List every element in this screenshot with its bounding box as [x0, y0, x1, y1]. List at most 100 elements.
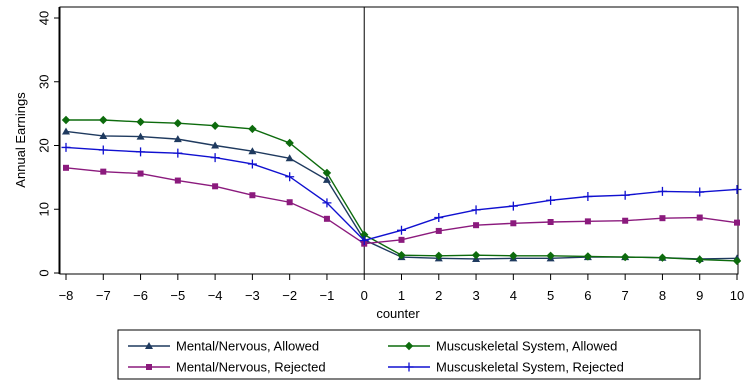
data-point — [63, 164, 69, 171]
legend-item-4: Muscuskeletal System, Rejected — [388, 360, 624, 375]
y-tick-label: 10 — [37, 202, 52, 216]
data-point — [620, 190, 630, 200]
data-point — [471, 250, 481, 260]
data-point — [695, 255, 704, 264]
data-point — [360, 230, 369, 239]
legend-label: Mental/Nervous, Allowed — [176, 339, 319, 354]
x-tick-label: 7 — [622, 288, 629, 303]
data-point — [136, 117, 145, 127]
x-tick-label: −7 — [96, 288, 111, 303]
data-point — [546, 251, 555, 260]
legend: Mental/Nervous, Allowed Muscuskeletal Sys… — [128, 339, 624, 375]
y-tick-label: 40 — [37, 11, 52, 25]
y-tick-label: 0 — [37, 269, 52, 276]
data-point — [212, 183, 219, 190]
data-point — [622, 217, 629, 224]
x-tick-label: 3 — [472, 288, 479, 303]
x-tick-label: 2 — [435, 288, 442, 303]
legend-label: Mental/Nervous, Rejected — [176, 360, 326, 375]
data-point — [61, 115, 71, 125]
x-tick-label: −4 — [208, 288, 223, 303]
data-point — [61, 142, 71, 152]
data-point — [249, 192, 256, 199]
plot-frame — [59, 6, 739, 275]
data-point — [658, 253, 667, 262]
data-point — [173, 148, 183, 158]
data-point — [99, 131, 108, 139]
data-point — [471, 205, 481, 215]
x-tick-label: 5 — [547, 288, 554, 303]
data-point — [285, 172, 295, 182]
data-point — [695, 187, 705, 197]
data-point — [397, 225, 406, 235]
data-point — [322, 175, 331, 183]
x-tick-label: 0 — [361, 288, 368, 303]
data-point — [398, 236, 405, 243]
data-point — [434, 251, 443, 260]
data-point — [248, 147, 257, 155]
data-point — [248, 124, 257, 134]
x-tick-label: −1 — [320, 288, 335, 303]
x-axis-title: counter — [376, 306, 420, 321]
data-point — [136, 132, 145, 140]
data-point — [696, 214, 703, 221]
legend-item-1: Mental/Nervous, Allowed — [128, 339, 319, 354]
legend-marker — [146, 364, 152, 370]
data-point — [397, 250, 406, 260]
data-point — [247, 159, 257, 169]
x-tick-label: 1 — [398, 288, 405, 303]
data-point — [210, 121, 220, 130]
data-point — [657, 186, 667, 196]
series-3 — [63, 164, 740, 247]
data-point — [62, 127, 70, 135]
data-point — [211, 141, 220, 149]
x-tick-label: −5 — [170, 288, 185, 303]
x-tick-label: 4 — [510, 288, 517, 303]
data-point — [434, 213, 444, 223]
data-point — [583, 252, 593, 261]
legend-marker — [404, 341, 414, 351]
y-axis-ticks: 0 10 20 30 40 — [37, 11, 59, 277]
data-point — [620, 252, 630, 262]
legend-item-3: Mental/Nervous, Rejected — [128, 360, 326, 375]
data-point — [547, 219, 554, 225]
series-4 — [61, 142, 742, 245]
data-point — [584, 218, 591, 225]
data-point — [100, 168, 107, 175]
data-point — [174, 177, 181, 184]
data-point — [136, 147, 146, 157]
x-tick-label: 9 — [696, 288, 703, 303]
series-layer — [61, 115, 742, 266]
data-point — [510, 220, 517, 227]
data-point — [359, 235, 369, 245]
x-tick-label: −6 — [133, 288, 148, 303]
data-point — [508, 201, 518, 211]
x-axis-ticks: −8 −7 −6 −5 −4 −3 −2 −1 0 1 2 3 4 5 6 7 8 9 10 — [59, 274, 744, 303]
legend-marker — [404, 362, 414, 372]
x-tick-label: −2 — [282, 288, 297, 303]
x-tick-label: 6 — [584, 288, 591, 303]
data-point — [659, 215, 666, 222]
data-point — [322, 168, 332, 178]
data-point — [546, 195, 556, 205]
y-axis-title: Annual Earnings — [13, 92, 28, 188]
data-point — [732, 184, 742, 194]
x-tick-label: −8 — [59, 288, 74, 303]
data-point — [473, 222, 480, 229]
legend-marker — [145, 342, 153, 349]
data-point — [286, 199, 293, 206]
x-tick-label: −3 — [245, 288, 260, 303]
x-tick-label: 8 — [659, 288, 666, 303]
legend-label: Muscuskeletal System, Rejected — [436, 360, 624, 375]
data-point — [173, 118, 183, 128]
legend-label: Muscuskeletal System, Allowed — [436, 339, 617, 354]
data-point — [210, 153, 220, 163]
data-point — [583, 192, 593, 201]
data-point — [285, 154, 294, 162]
data-point — [323, 215, 330, 222]
data-point — [734, 219, 740, 226]
data-point — [509, 251, 518, 260]
data-point — [99, 115, 108, 125]
legend-item-2: Muscuskeletal System, Allowed — [388, 339, 617, 354]
